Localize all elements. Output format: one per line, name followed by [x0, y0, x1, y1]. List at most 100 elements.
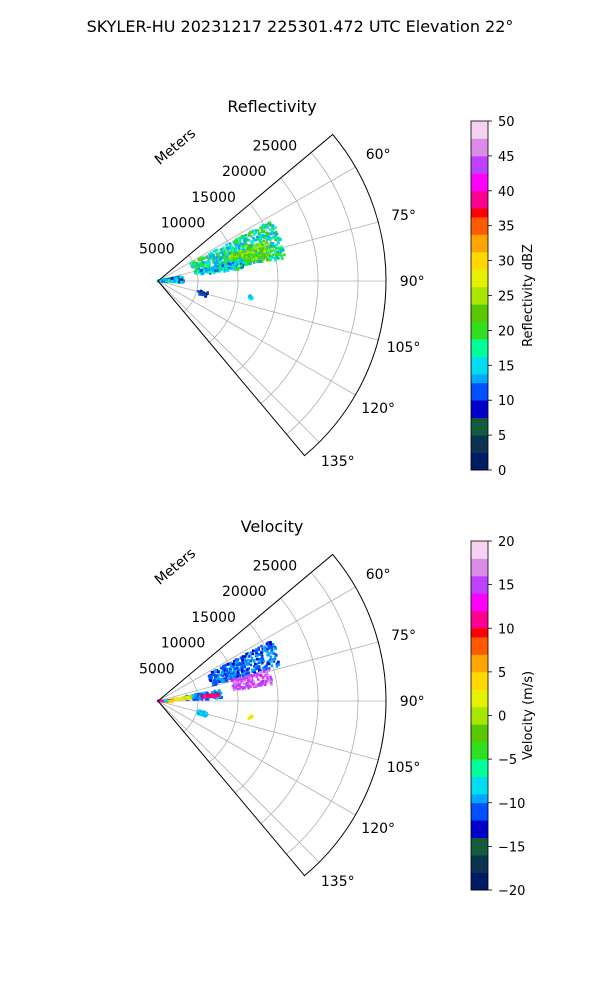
echo-gate	[263, 645, 266, 649]
echo-gate	[225, 264, 229, 268]
echo-gate	[264, 251, 268, 255]
colorbar-swatch	[471, 732, 488, 743]
echo-gate	[254, 257, 258, 261]
echo-gate	[261, 657, 265, 661]
echo-gate	[230, 673, 234, 676]
colorbar-swatch	[471, 339, 488, 349]
echo-gate	[213, 691, 217, 694]
echo-gate	[238, 680, 241, 684]
echo-gate	[269, 640, 272, 644]
echo-gate	[207, 268, 211, 272]
echo-gate	[268, 660, 272, 663]
colorbar-swatch	[471, 182, 488, 192]
echo-gate	[244, 242, 247, 246]
echo-gate	[200, 262, 204, 266]
echo-gate	[187, 696, 191, 700]
echo-gate	[276, 236, 280, 240]
echo-gate	[222, 253, 225, 257]
echo-gate	[273, 245, 277, 249]
echo-gate	[268, 237, 272, 240]
colorbar-tick-label: 40	[498, 185, 515, 200]
echo-gate	[258, 659, 262, 663]
echo-gate	[259, 233, 263, 237]
echo-gate	[258, 247, 261, 251]
theta-tick-label: 75°	[391, 208, 416, 224]
echo-gate	[223, 270, 226, 273]
echo-gate	[237, 242, 240, 246]
echo-gate	[235, 684, 239, 687]
echo-gate	[229, 668, 232, 671]
echo-gate	[277, 663, 281, 667]
echo-gate	[256, 238, 260, 241]
theta-gridline	[157, 586, 356, 702]
radial-tick-label: 10000	[161, 636, 206, 652]
colorbar-swatch	[471, 330, 488, 340]
echo-gate	[253, 248, 256, 252]
echo-gate	[270, 249, 274, 253]
echo-gate	[259, 669, 263, 673]
echo-gate	[258, 684, 262, 687]
echo-gate	[265, 248, 269, 251]
echo-gate	[218, 255, 222, 259]
echo-gate	[212, 694, 215, 697]
echo-gate	[197, 263, 200, 267]
echo-gate	[231, 258, 235, 261]
echo-gate	[211, 671, 214, 674]
echo-gate	[257, 653, 260, 656]
echo-gate	[252, 649, 255, 653]
colorbar-swatch	[471, 811, 488, 821]
echo-gate	[239, 237, 242, 241]
echo-gate	[260, 249, 264, 253]
echo-gate	[214, 269, 217, 272]
echo-gate	[270, 228, 273, 232]
echo-gate	[269, 244, 273, 248]
echo-layer	[156, 640, 281, 720]
echo-gate	[247, 667, 251, 670]
echo-gate	[235, 240, 239, 244]
polar-sector-frame	[157, 133, 387, 457]
echo-gate	[208, 693, 211, 697]
echo-gate	[271, 242, 275, 245]
echo-gate	[191, 694, 194, 697]
echo-gate	[240, 235, 244, 238]
echo-gate	[161, 699, 165, 703]
echo-gate	[266, 258, 269, 262]
echo-gate	[197, 709, 201, 712]
echo-gate	[233, 257, 237, 260]
echo-gate	[204, 270, 208, 274]
echo-gate	[197, 267, 201, 270]
echo-gate	[270, 646, 274, 649]
echo-gate	[221, 256, 224, 260]
echo-gate	[261, 245, 265, 248]
colorbar-tick-label: −20	[498, 884, 525, 899]
echo-gate	[241, 245, 245, 248]
echo-gate	[241, 250, 244, 254]
echo-gate	[249, 246, 252, 249]
echo-gate	[174, 697, 177, 701]
colorbar-swatch	[471, 234, 488, 244]
radial-tick-label: 5000	[139, 661, 175, 677]
echo-gate	[261, 224, 265, 227]
echo-gate	[268, 228, 272, 231]
echo-gate	[211, 680, 214, 683]
echo-gate	[215, 677, 219, 681]
echo-gate	[236, 254, 240, 257]
colorbar-swatch	[471, 863, 488, 873]
echo-gate	[248, 243, 252, 247]
colorbar-swatch	[471, 155, 488, 166]
echo-gate	[210, 251, 214, 255]
echo-gate	[226, 671, 230, 675]
echo-gate	[178, 278, 182, 281]
echo-gate	[236, 660, 239, 664]
echo-gate	[193, 693, 197, 697]
echo-gate	[261, 670, 264, 674]
echo-gate	[238, 673, 242, 677]
echo-gate	[277, 246, 281, 250]
colorbar-swatch	[471, 541, 488, 551]
echo-gate	[266, 243, 270, 247]
echo-gate	[256, 258, 260, 262]
echo-gate	[234, 262, 237, 265]
echo-gate	[273, 645, 277, 649]
echo-gate	[245, 670, 249, 674]
echo-gate	[280, 245, 283, 249]
